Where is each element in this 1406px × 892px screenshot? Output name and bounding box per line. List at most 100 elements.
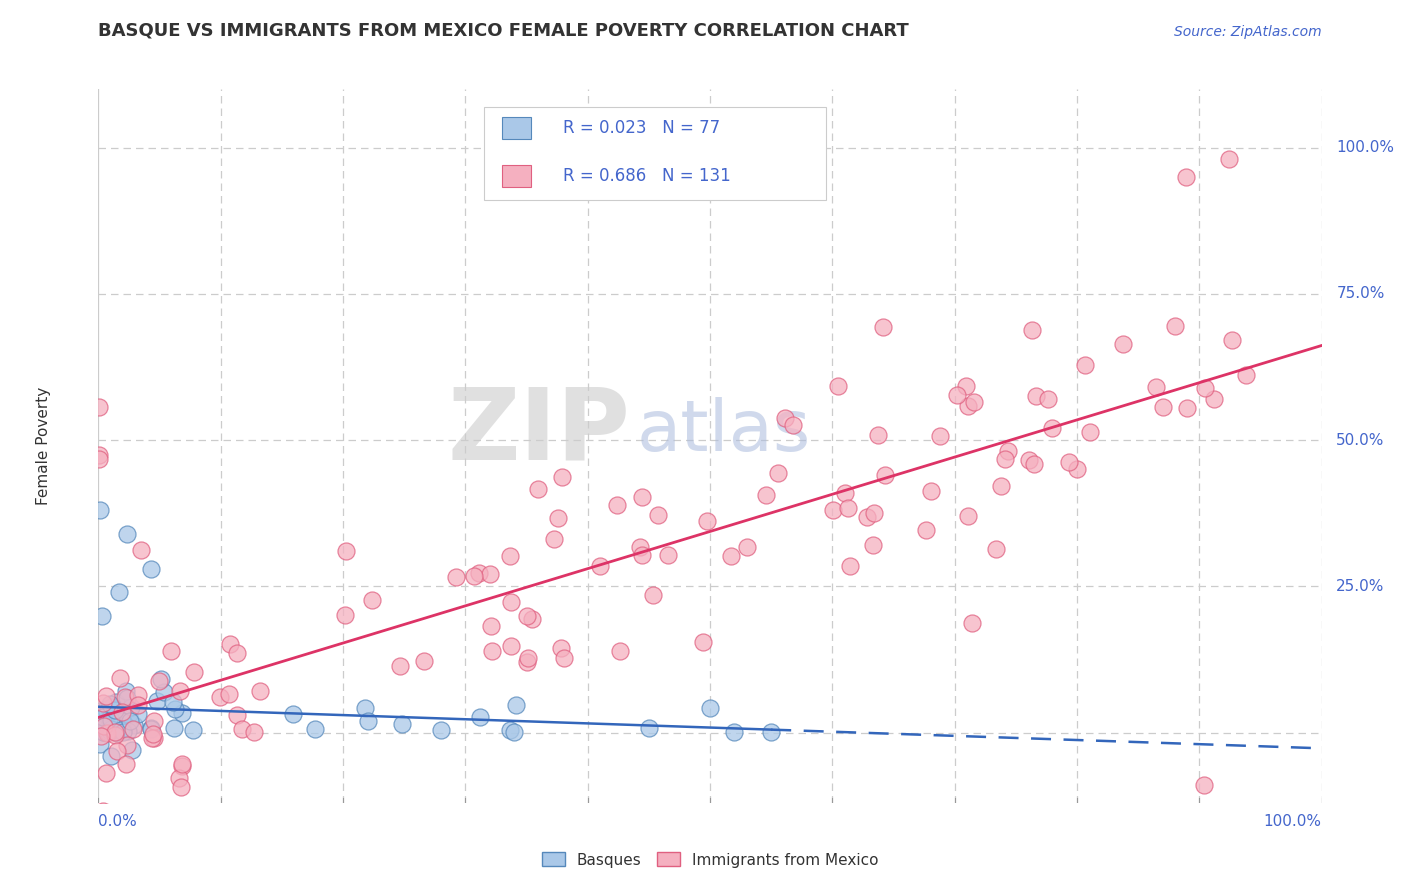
Point <box>115 805 138 820</box>
Point <box>990 479 1012 493</box>
Point <box>956 509 979 524</box>
Point <box>1066 462 1088 476</box>
Point <box>481 644 503 658</box>
Point <box>111 705 134 719</box>
Text: 0.0%: 0.0% <box>98 814 138 830</box>
Point <box>225 646 247 660</box>
Point <box>249 684 271 698</box>
Point <box>499 594 522 608</box>
Point <box>957 400 980 414</box>
Point <box>110 671 132 685</box>
Point <box>1078 425 1101 439</box>
Point <box>921 483 943 498</box>
Point <box>172 757 194 772</box>
Point <box>127 688 149 702</box>
Point <box>141 721 163 735</box>
Point <box>647 508 669 523</box>
Point <box>468 566 491 581</box>
FancyBboxPatch shape <box>502 165 531 187</box>
Point <box>391 717 413 731</box>
Point <box>527 482 550 496</box>
Point <box>218 637 240 651</box>
Point <box>170 759 193 773</box>
Point <box>589 559 612 574</box>
Point <box>609 644 631 658</box>
Point <box>1194 381 1216 395</box>
Point <box>104 702 127 716</box>
Point <box>862 538 884 552</box>
Point <box>430 723 453 737</box>
Point <box>89 451 111 466</box>
Text: ZIP: ZIP <box>447 384 630 480</box>
Point <box>148 673 170 688</box>
Point <box>444 570 467 584</box>
Point <box>103 723 125 738</box>
Point <box>91 710 114 724</box>
Point <box>97 712 120 726</box>
Point <box>755 488 778 502</box>
Point <box>115 756 138 771</box>
Point <box>499 549 522 564</box>
Point <box>172 706 194 720</box>
Point <box>87 448 110 462</box>
Point <box>516 608 538 623</box>
Point <box>1220 333 1243 347</box>
Point <box>994 452 1017 467</box>
Point <box>100 713 122 727</box>
Point <box>1074 358 1097 372</box>
Point <box>117 723 139 738</box>
Point <box>1152 401 1174 415</box>
Point <box>121 743 143 757</box>
Point <box>98 723 121 738</box>
Point <box>997 444 1019 458</box>
Point <box>93 719 115 733</box>
Point <box>984 541 1007 556</box>
Point <box>115 526 138 541</box>
Point <box>304 723 326 737</box>
Point <box>114 690 136 705</box>
Point <box>834 485 856 500</box>
Point <box>127 706 149 721</box>
Point <box>1175 169 1198 184</box>
Point <box>111 714 134 729</box>
Point <box>103 720 125 734</box>
Point <box>516 651 538 665</box>
Point <box>90 729 112 743</box>
Point <box>101 710 124 724</box>
Point <box>551 470 574 484</box>
Point <box>838 558 860 573</box>
Point <box>499 723 522 737</box>
Point <box>963 395 986 409</box>
Point <box>553 650 575 665</box>
Point <box>479 619 502 633</box>
Text: atlas: atlas <box>637 397 811 467</box>
Point <box>1040 421 1063 435</box>
Point <box>111 723 134 738</box>
Point <box>631 490 654 504</box>
Point <box>94 717 117 731</box>
Text: 75.0%: 75.0% <box>1336 286 1385 301</box>
Point <box>89 400 111 414</box>
FancyBboxPatch shape <box>484 107 827 200</box>
Point <box>142 731 165 745</box>
Point <box>141 731 163 746</box>
Point <box>827 379 849 393</box>
Point <box>412 654 434 668</box>
Point <box>143 714 166 729</box>
Point <box>782 417 804 432</box>
Point <box>520 612 543 626</box>
Point <box>281 706 304 721</box>
Point <box>121 722 143 736</box>
Point <box>153 684 176 698</box>
Text: R = 0.023   N = 77: R = 0.023 N = 77 <box>564 120 720 137</box>
Point <box>90 608 112 623</box>
Point <box>96 705 118 719</box>
Point <box>628 540 651 554</box>
Point <box>163 721 186 735</box>
Point <box>162 695 184 709</box>
Point <box>127 698 149 713</box>
Point <box>547 511 569 525</box>
Point <box>503 725 526 739</box>
Point <box>89 503 111 517</box>
Point <box>100 722 122 736</box>
